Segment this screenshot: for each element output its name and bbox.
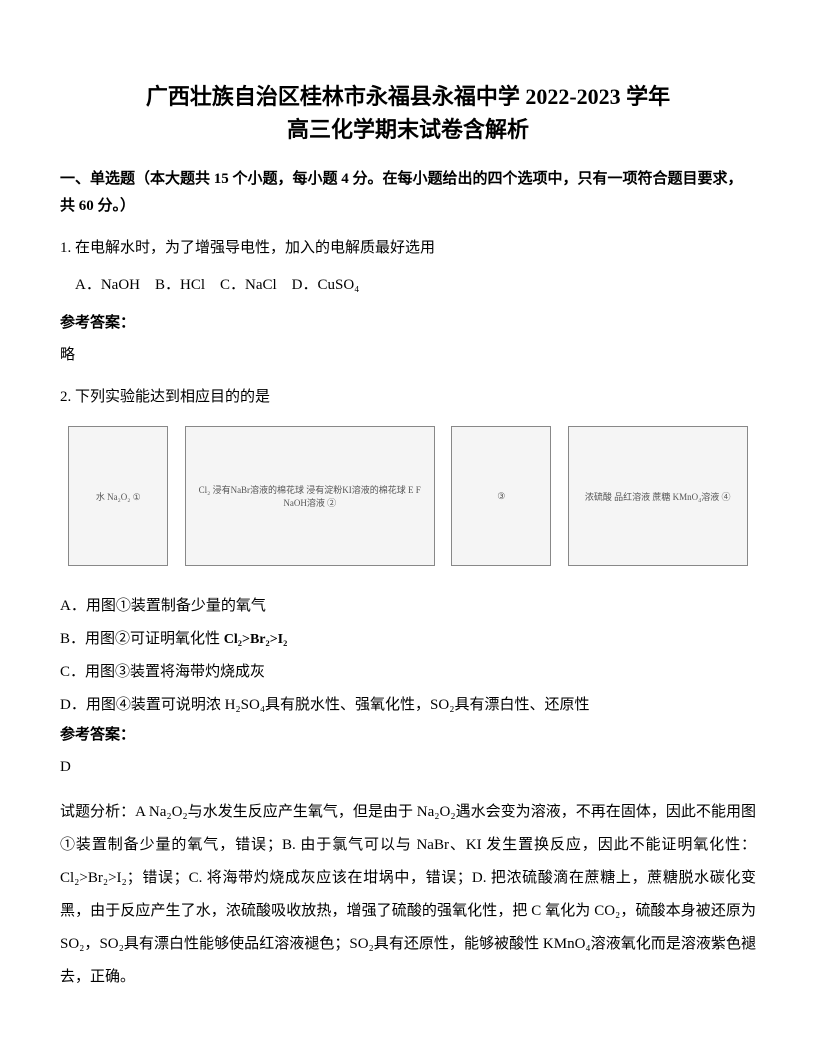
question-2-analysis: 试题分析：A Na₂O₂与水发生反应产生氧气，但是由于 Na₂O₂遇水会变为溶液… — [60, 796, 756, 994]
apparatus-3: ③ — [451, 426, 551, 566]
question-2-answer: D — [60, 754, 756, 781]
question-1-text: 1. 在电解水时，为了增强导电性，加入的电解质最好选用 — [60, 235, 756, 262]
diagram-row: 水 Na₂O₂ ① Cl₂ 浸有NaBr溶液的棉花球 浸有淀粉KI溶液的棉花球 … — [60, 421, 756, 571]
title-line-2: 高三化学期末试卷含解析 — [60, 113, 756, 146]
title-line-1: 广西壮族自治区桂林市永福县永福中学 2022-2023 学年 — [60, 80, 756, 113]
option-b-prefix: B．用图②可证明氧化性 — [60, 631, 224, 647]
question-2-option-b: B．用图②可证明氧化性 Cl₂>Br₂>I₂ — [60, 624, 756, 654]
apparatus-4: 浓硫酸 品红溶液 蔗糖 KMnO₄溶液 ④ — [568, 426, 748, 566]
question-2-option-c: C．用图③装置将海带灼烧成灰 — [60, 657, 756, 687]
apparatus-2: Cl₂ 浸有NaBr溶液的棉花球 浸有淀粉KI溶液的棉花球 E F NaOH溶液… — [185, 426, 435, 566]
experiment-diagram: 水 Na₂O₂ ① Cl₂ 浸有NaBr溶液的棉花球 浸有淀粉KI溶液的棉花球 … — [60, 421, 756, 571]
exam-title: 广西壮族自治区桂林市永福县永福中学 2022-2023 学年 高三化学期末试卷含… — [60, 80, 756, 146]
option-b-formula: Cl₂>Br₂>I₂ — [224, 632, 288, 647]
question-2-answer-label: 参考答案： — [60, 723, 756, 744]
question-2-text: 2. 下列实验能达到相应目的的是 — [60, 384, 756, 411]
question-1-answer-label: 参考答案： — [60, 311, 756, 332]
question-1-answer: 略 — [60, 342, 756, 369]
question-2-option-a: A．用图①装置制备少量的氧气 — [60, 591, 756, 621]
apparatus-1: 水 Na₂O₂ ① — [68, 426, 168, 566]
question-2-option-d: D．用图④装置可说明浓 H₂SO₄具有脱水性、强氧化性，SO₂具有漂白性、还原性 — [60, 690, 756, 720]
question-1-options: A．NaOH B．HCl C．NaCl D．CuSO₄ — [60, 272, 756, 299]
section-header: 一、单选题（本大题共 15 个小题，每小题 4 分。在每小题给出的四个选项中，只… — [60, 166, 756, 220]
